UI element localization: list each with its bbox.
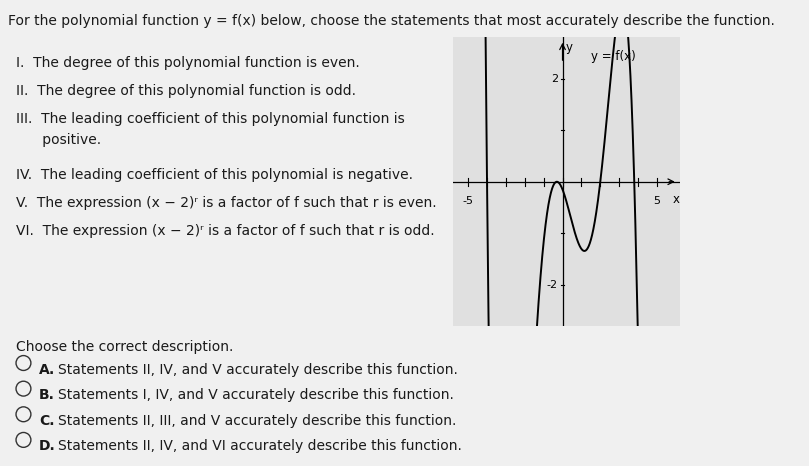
Text: positive.: positive. bbox=[16, 133, 101, 147]
Text: For the polynomial function y = f(x) below, choose the statements that most accu: For the polynomial function y = f(x) bel… bbox=[8, 14, 775, 28]
Text: 5: 5 bbox=[654, 196, 660, 206]
Text: y: y bbox=[566, 41, 573, 55]
Text: -5: -5 bbox=[463, 196, 473, 206]
Text: A.: A. bbox=[39, 363, 55, 377]
Text: Statements II, IV, and V accurately describe this function.: Statements II, IV, and V accurately desc… bbox=[58, 363, 458, 377]
Text: Statements II, III, and V accurately describe this function.: Statements II, III, and V accurately des… bbox=[58, 414, 456, 428]
Text: VI.  The expression (x − 2)ʳ is a factor of f such that r is odd.: VI. The expression (x − 2)ʳ is a factor … bbox=[16, 224, 434, 238]
Text: C.: C. bbox=[39, 414, 54, 428]
Text: -2: -2 bbox=[547, 280, 558, 290]
Text: B.: B. bbox=[39, 388, 55, 402]
Text: x: x bbox=[672, 193, 680, 206]
Text: D.: D. bbox=[39, 439, 56, 453]
Text: Statements II, IV, and VI accurately describe this function.: Statements II, IV, and VI accurately des… bbox=[58, 439, 462, 453]
Text: III.  The leading coefficient of this polynomial function is: III. The leading coefficient of this pol… bbox=[16, 112, 405, 126]
Text: IV.  The leading coefficient of this polynomial is negative.: IV. The leading coefficient of this poly… bbox=[16, 168, 413, 182]
Text: y = f(x): y = f(x) bbox=[591, 50, 636, 63]
Text: Choose the correct description.: Choose the correct description. bbox=[16, 340, 234, 354]
Text: I.  The degree of this polynomial function is even.: I. The degree of this polynomial functio… bbox=[16, 56, 360, 70]
Text: Statements I, IV, and V accurately describe this function.: Statements I, IV, and V accurately descr… bbox=[58, 388, 454, 402]
Text: II.  The degree of this polynomial function is odd.: II. The degree of this polynomial functi… bbox=[16, 84, 356, 98]
Text: V.  The expression (x − 2)ʳ is a factor of f such that r is even.: V. The expression (x − 2)ʳ is a factor o… bbox=[16, 196, 437, 210]
Text: 2: 2 bbox=[551, 74, 558, 83]
